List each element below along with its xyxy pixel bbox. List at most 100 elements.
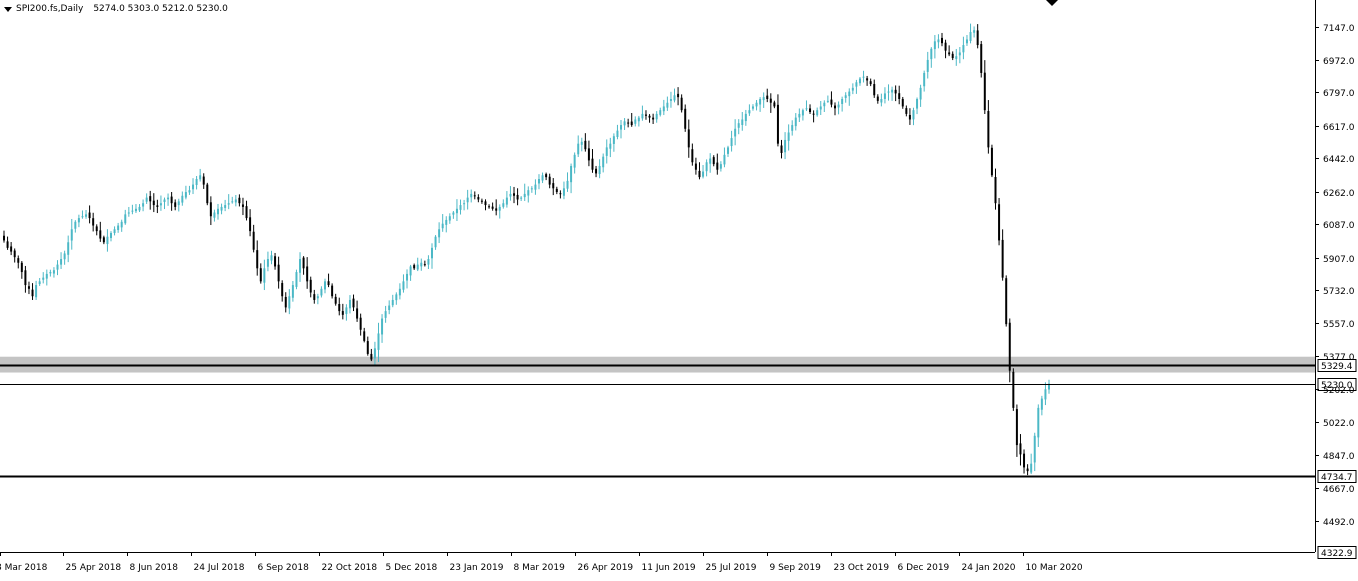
candle bbox=[99, 221, 102, 242]
candle bbox=[784, 132, 787, 160]
candle-body bbox=[199, 175, 202, 180]
candle-body bbox=[295, 272, 298, 287]
candle-body bbox=[990, 147, 993, 176]
candle bbox=[270, 250, 273, 265]
price-level[interactable]: 4734.7 bbox=[0, 470, 1357, 484]
candle bbox=[427, 255, 430, 269]
candle-body bbox=[862, 76, 865, 78]
candle-body bbox=[459, 205, 462, 210]
candle bbox=[791, 120, 794, 136]
candle bbox=[455, 199, 458, 221]
candle bbox=[762, 92, 765, 108]
y-tick-label: 6262.0 bbox=[1323, 189, 1355, 199]
candle bbox=[295, 269, 298, 290]
candle-body bbox=[102, 237, 105, 243]
candle-body bbox=[926, 59, 929, 72]
candle bbox=[502, 199, 505, 209]
candle bbox=[3, 230, 5, 243]
candle-body bbox=[873, 84, 876, 96]
candle bbox=[302, 256, 305, 275]
candle bbox=[195, 175, 198, 190]
candle bbox=[42, 272, 45, 284]
candle-body bbox=[277, 264, 280, 282]
candle-body bbox=[1040, 398, 1043, 410]
candle-body bbox=[520, 197, 523, 199]
candle bbox=[245, 200, 248, 221]
candle-body bbox=[741, 119, 744, 125]
candle bbox=[737, 119, 740, 135]
candle bbox=[445, 216, 448, 233]
candle bbox=[281, 280, 284, 302]
candle-body bbox=[31, 289, 34, 297]
candle bbox=[352, 294, 355, 312]
candle bbox=[987, 100, 990, 154]
candle-body bbox=[762, 97, 765, 101]
candle-body bbox=[687, 129, 690, 148]
candle bbox=[1023, 449, 1026, 474]
candle-body bbox=[848, 91, 851, 97]
candle bbox=[81, 210, 84, 219]
candle bbox=[545, 172, 548, 181]
candle bbox=[441, 214, 444, 232]
candle bbox=[691, 143, 694, 166]
candle-body bbox=[577, 143, 580, 155]
candle-body bbox=[559, 193, 562, 195]
candle bbox=[85, 209, 88, 219]
candle bbox=[919, 84, 922, 107]
price-level-label: 5230.0 bbox=[1321, 381, 1353, 391]
price-level[interactable]: 5230.0 bbox=[0, 378, 1357, 392]
candle bbox=[227, 194, 230, 210]
candle bbox=[812, 110, 815, 123]
candle-body bbox=[898, 93, 901, 100]
candle bbox=[142, 199, 145, 212]
candle-body bbox=[669, 99, 672, 101]
candle-body bbox=[45, 273, 48, 279]
candle bbox=[602, 153, 605, 173]
candle bbox=[541, 172, 544, 184]
candle bbox=[844, 92, 847, 103]
candle bbox=[202, 173, 205, 189]
candle bbox=[145, 193, 148, 204]
candle-body bbox=[912, 110, 915, 120]
candle-body bbox=[145, 197, 148, 202]
candle bbox=[930, 47, 933, 68]
candle bbox=[916, 97, 919, 115]
price-level-tag bbox=[1317, 378, 1357, 391]
candle-body bbox=[998, 204, 1001, 241]
candle-body bbox=[441, 223, 444, 229]
candle-body bbox=[17, 258, 20, 263]
candle bbox=[477, 194, 480, 203]
chart-header: SPI200.fs,Daily 5274.0 5303.0 5212.0 523… bbox=[4, 3, 228, 15]
candle bbox=[77, 214, 80, 228]
candle bbox=[712, 155, 715, 167]
candle-body bbox=[801, 110, 804, 116]
candle-body bbox=[751, 106, 754, 109]
price-level[interactable]: 5329.4 bbox=[0, 359, 1357, 373]
candle bbox=[249, 209, 252, 237]
candle-body bbox=[352, 298, 355, 308]
candle-body bbox=[466, 197, 469, 203]
candle-body bbox=[463, 203, 466, 205]
triangle-down-icon[interactable] bbox=[4, 6, 12, 12]
candle bbox=[923, 70, 926, 92]
candle-body bbox=[259, 268, 262, 282]
candle bbox=[709, 153, 712, 173]
candle-body bbox=[138, 206, 141, 211]
candle bbox=[883, 87, 886, 104]
candle-body bbox=[320, 288, 323, 296]
y-tick-label: 6442.0 bbox=[1323, 155, 1355, 165]
candle-body bbox=[555, 188, 558, 193]
candle-body bbox=[987, 110, 990, 148]
candle-body bbox=[691, 149, 694, 163]
candle bbox=[534, 179, 537, 195]
candle-body bbox=[976, 30, 979, 46]
candle-body bbox=[184, 192, 187, 198]
candle-body bbox=[591, 158, 594, 170]
chart-shift-icon[interactable] bbox=[1046, 0, 1058, 6]
candle bbox=[716, 153, 719, 175]
candle-body bbox=[142, 203, 145, 207]
candle bbox=[106, 229, 109, 252]
price-level-label: 4734.7 bbox=[1321, 473, 1353, 483]
